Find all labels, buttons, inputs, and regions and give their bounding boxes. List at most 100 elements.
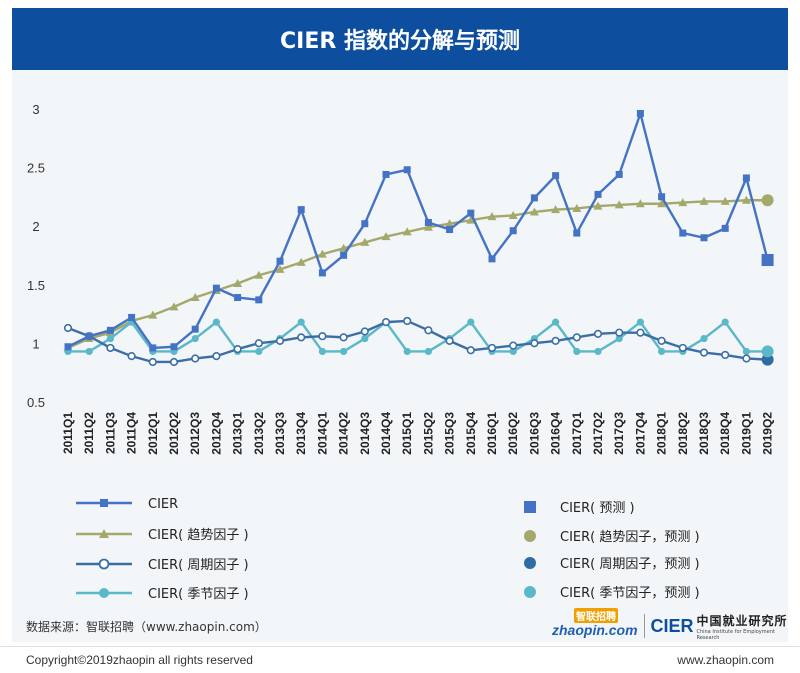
data-point — [170, 343, 178, 351]
data-point — [233, 278, 243, 287]
x-tick-label: 2017Q4 — [633, 412, 647, 455]
x-tick-label: 2013Q4 — [294, 412, 308, 455]
legend-label: CIER( 趋势因子，预测 ) — [560, 529, 700, 545]
data-point — [191, 334, 199, 343]
data-point — [403, 166, 411, 174]
data-point — [657, 336, 666, 345]
legend-marker — [524, 530, 536, 542]
x-tick-label: 2019Q1 — [739, 412, 753, 455]
x-tick-label: 2015Q2 — [421, 412, 435, 455]
series-layer — [63, 110, 773, 367]
data-point — [594, 347, 602, 356]
prediction-layer — [761, 194, 774, 366]
legend-label: CIER( 季节因子 ) — [148, 587, 249, 602]
data-point — [593, 329, 603, 338]
legend-marker — [98, 558, 110, 570]
data-point — [508, 210, 518, 219]
x-tick-label: 2018Q1 — [655, 412, 669, 455]
x-tick-label: 2018Q4 — [718, 412, 732, 455]
series-4 — [64, 318, 772, 356]
data-point — [615, 170, 623, 178]
legend-marker — [100, 499, 108, 507]
x-tick-label: 2015Q1 — [400, 412, 414, 455]
data-point — [573, 347, 581, 356]
x-tick-label: 2015Q4 — [464, 412, 478, 455]
data-point — [446, 226, 454, 234]
prediction-point — [761, 194, 774, 207]
data-point — [657, 199, 667, 208]
data-point — [552, 318, 560, 326]
site-url-link[interactable]: www.zhaopin.com — [677, 653, 774, 667]
chart-title: CIER 指数的分解与预测 — [280, 29, 520, 54]
legend-item-series-3: CIER( 周期因子 ) — [76, 558, 249, 573]
legend-marker — [524, 501, 536, 513]
data-point — [487, 343, 497, 353]
data-point — [467, 209, 475, 217]
data-point — [106, 334, 114, 343]
data-point — [212, 352, 221, 361]
y-tick-label: 0.5 — [27, 395, 45, 410]
data-point — [64, 343, 72, 351]
x-tick-label: 2013Q3 — [273, 412, 287, 455]
x-tick-label: 2012Q2 — [167, 412, 181, 455]
series-line — [67, 112, 769, 350]
legend-item-prediction-4: CIER( 季节因子，预测 ) — [524, 586, 700, 601]
x-tick-label: 2015Q3 — [443, 412, 457, 455]
data-point — [658, 193, 666, 201]
x-tick-label: 2014Q2 — [337, 412, 351, 455]
x-tick-label: 2019Q2 — [761, 412, 775, 455]
data-point — [149, 344, 157, 352]
data-point — [297, 318, 305, 326]
legend-item-series-2: CIER( 趋势因子 ) — [76, 527, 249, 543]
legend-marker — [99, 529, 109, 538]
data-point — [699, 196, 709, 205]
x-tick-label: 2017Q2 — [591, 412, 605, 455]
data-point — [636, 318, 645, 326]
data-point — [551, 336, 560, 345]
data-point — [212, 318, 220, 326]
data-point — [318, 269, 326, 277]
data-point — [381, 318, 391, 327]
x-tick-label: 2011Q2 — [82, 412, 96, 454]
series-line — [67, 199, 768, 350]
legend-item-prediction-2: CIER( 趋势因子，预测 ) — [524, 529, 700, 545]
data-point — [190, 293, 200, 302]
data-point — [699, 348, 709, 357]
x-tick-label: 2018Q3 — [697, 412, 711, 455]
legend-marker — [99, 588, 109, 598]
series-line — [67, 319, 768, 364]
data-point — [128, 313, 136, 321]
data-point — [678, 343, 687, 353]
data-point — [297, 206, 305, 214]
data-point — [339, 333, 348, 342]
data-point — [467, 318, 475, 326]
data-point — [658, 347, 666, 356]
chart-panel: 0.5 1 1.5 2 2.5 3 2011Q1 2011Q2 2011Q3 2011Q4 201… — [12, 70, 788, 642]
data-point — [361, 334, 369, 343]
data-point — [403, 347, 411, 356]
data-point — [275, 264, 285, 273]
data-point — [678, 198, 688, 207]
data-point — [721, 350, 730, 360]
x-tick-label: 2016Q2 — [506, 412, 520, 455]
footer-bar: Copyright©2019zhaopin all rights reserve… — [0, 646, 800, 673]
legend-label: CIER( 周期因子，预测 ) — [560, 557, 700, 572]
data-point — [255, 296, 263, 304]
x-axis: 2011Q1 2011Q2 2011Q3 2011Q4 2012Q1 2012Q2 2012… — [61, 412, 775, 455]
data-point — [85, 347, 93, 356]
data-point — [381, 232, 391, 241]
data-point — [721, 318, 729, 326]
series-2 — [63, 195, 773, 352]
x-tick-label: 2016Q4 — [549, 412, 563, 455]
data-point — [614, 200, 624, 209]
data-point — [276, 257, 284, 265]
logo-area: 智联招聘 zhaopin.com CIER 中国就业研究所 China Inst… — [552, 608, 788, 644]
data-point — [679, 229, 687, 237]
data-point — [234, 294, 242, 302]
data-point — [636, 328, 645, 337]
data-point — [572, 333, 581, 342]
x-tick-label: 2014Q4 — [379, 412, 393, 455]
prediction-point — [761, 345, 774, 358]
legend-label: CIER( 预测 ) — [560, 501, 635, 516]
legend-marker — [524, 557, 536, 569]
